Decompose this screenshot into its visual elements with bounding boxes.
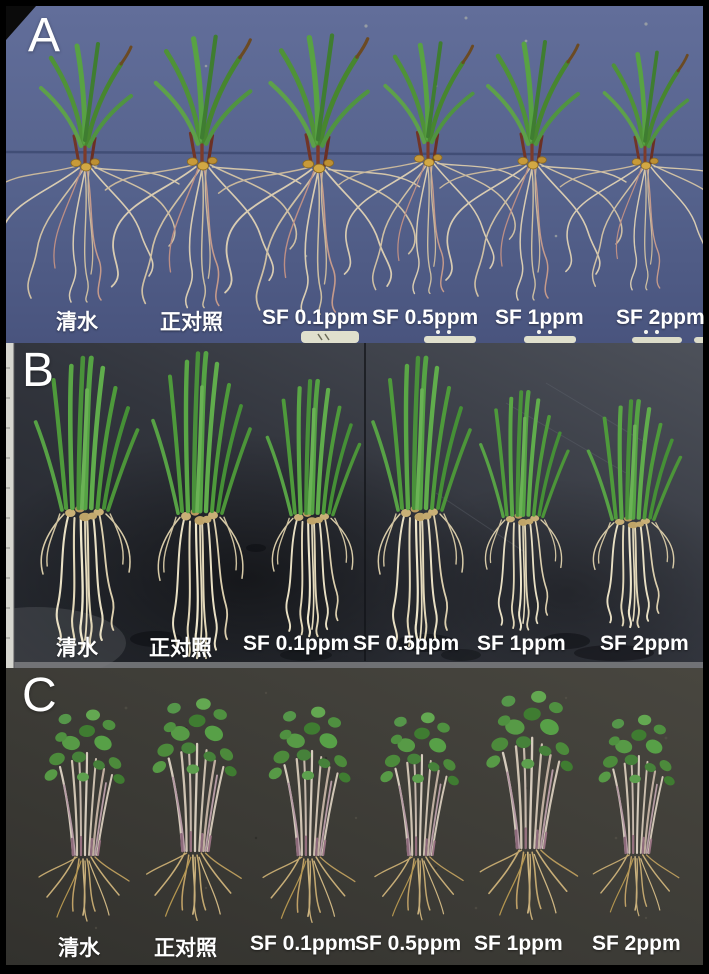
treatment-label-sf1: SF 1ppm [495,306,584,329]
treatment-label-sf05: SF 0.5ppm [355,932,462,955]
treatment-label-sf05: SF 0.5ppm [353,632,460,655]
panel-c: C 清水 正对照 SF 0.1ppm SF 0.5ppm SF 1ppm SF … [6,668,703,965]
panel-b-photo [6,343,703,668]
treatment-label-positive-control: 正对照 [149,637,212,660]
treatment-label-sf2: SF 2ppm [600,632,689,655]
treatment-label-sf1: SF 1ppm [477,632,566,655]
panel-a: A 清水 正对照 SF 0.1ppm SF 0.5ppm SF 1ppm SF … [6,6,705,343]
treatment-label-water: 清水 [56,311,98,334]
panel-c-letter: C [22,669,57,722]
panel-c-photo [6,668,703,965]
panel-b: B 清水 正对照 SF 0.1ppm SF 0.5ppm SF 1ppm SF … [6,343,703,668]
panel-a-letter: A [28,9,61,62]
ruler-strip [6,343,15,668]
treatment-label-sf2: SF 2ppm [616,306,705,329]
treatment-label-sf01: SF 0.1ppm [243,632,350,655]
table-seam-line [6,150,703,157]
treatment-label-sf2: SF 2ppm [592,932,681,955]
treatment-label-sf1: SF 1ppm [474,932,563,955]
panel-c-treatment-labels: 清水 正对照 SF 0.1ppm SF 0.5ppm SF 1ppm SF 2p… [6,932,703,962]
treatment-label-sf01: SF 0.1ppm [262,306,369,329]
sample-tags [301,330,703,343]
panel-b-treatment-labels: 清水 正对照 SF 0.1ppm SF 0.5ppm SF 1ppm SF 2p… [6,632,703,662]
water-stains [130,544,654,661]
treatment-label-water: 清水 [58,937,100,960]
treatment-label-sf01: SF 0.1ppm [250,932,357,955]
panel-a-photo [6,6,703,343]
panel-b-letter: B [22,344,55,397]
treatment-label-water: 清水 [56,637,98,660]
treatment-label-positive-control: 正对照 [154,937,217,960]
panel-a-treatment-labels: 清水 正对照 SF 0.1ppm SF 0.5ppm SF 1ppm SF 2p… [6,306,705,336]
treatment-label-sf05: SF 0.5ppm [372,306,479,329]
panel-c-cloth-surface [6,668,703,965]
treatment-label-positive-control: 正对照 [160,311,223,334]
